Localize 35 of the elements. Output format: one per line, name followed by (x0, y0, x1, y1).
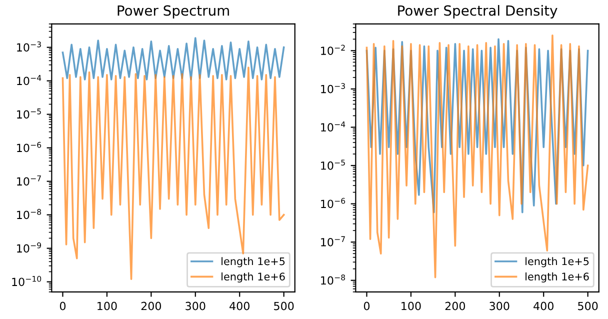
x-tick-label: 200 (445, 302, 466, 310)
legend-label: length 1e+6 (526, 272, 589, 283)
legend-label: length 1e+5 (222, 257, 285, 268)
x-tick-label: 500 (578, 302, 598, 310)
x-tick-label: 300 (490, 302, 510, 310)
y-tick-label: 10$^{−4}$ (17, 75, 42, 86)
y-tick-label: 10$^{−3}$ (17, 41, 41, 52)
y-tick-label: 10$^{−4}$ (321, 121, 346, 132)
y-tick-label: 10$^{−8}$ (17, 208, 42, 220)
x-tick-label: 400 (534, 302, 554, 310)
legend-label: length 1e+6 (222, 272, 285, 283)
y-tick-label: 10$^{−7}$ (321, 236, 345, 246)
x-tick-label: 400 (230, 302, 250, 310)
line-series (62, 66, 285, 280)
y-tick-label: 10$^{−7}$ (17, 176, 41, 186)
x-tick-label: 100 (402, 302, 421, 310)
chart-title: Power Spectral Density (398, 5, 558, 18)
x-tick-label: 300 (186, 302, 206, 310)
y-tick-label: 10$^{−6}$ (321, 198, 346, 208)
y-tick-label: 10$^{−3}$ (321, 83, 345, 94)
y-tick-label: 10$^{−6}$ (17, 142, 42, 152)
chart-title: Power Spectrum (118, 5, 229, 18)
legend-label: length 1e+5 (526, 257, 589, 268)
y-tick-label: 10$^{−5}$ (321, 160, 345, 170)
y-tick-label: 10$^{−10}$ (12, 276, 42, 286)
x-tick-label: 0 (60, 302, 66, 310)
y-tick-label: 10$^{−2}$ (321, 44, 345, 55)
y-tick-label: 10$^{−5}$ (17, 108, 41, 119)
line-series (62, 37, 285, 80)
y-tick-label: 10$^{−8}$ (321, 274, 346, 285)
y-tick-label: 10$^{−9}$ (17, 242, 42, 253)
x-tick-label: 100 (98, 302, 117, 310)
x-tick-label: 0 (364, 302, 370, 310)
x-tick-label: 200 (141, 302, 162, 310)
x-tick-label: 500 (274, 302, 294, 310)
